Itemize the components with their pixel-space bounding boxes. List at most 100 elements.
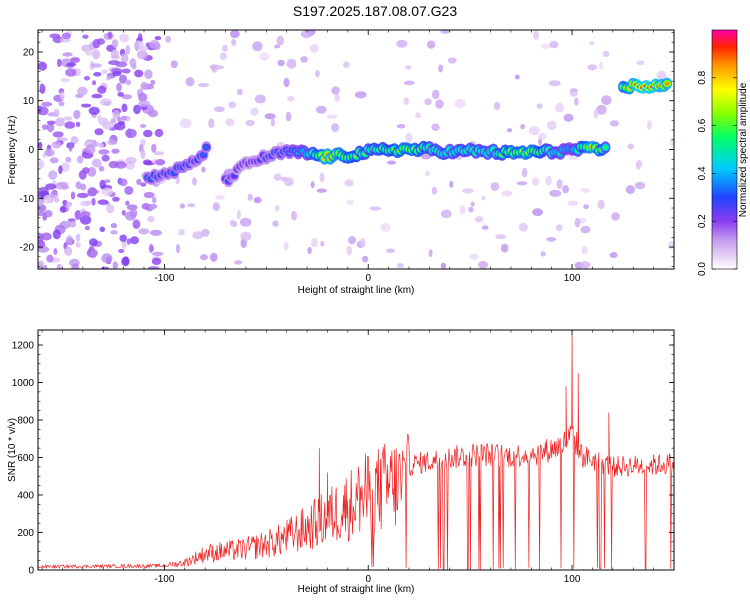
spectrogram-cell [214,194,226,200]
spectrogram-cell [574,217,581,228]
snr-series-line [38,330,674,570]
spectrogram-cell [147,205,158,210]
spectrogram-cell [98,149,110,155]
spectrogram-cell [396,39,408,48]
colorbar-ticks: 0.0 0.2 0.4 0.6 0.8 [697,70,737,276]
colorbar-tick-label: 0.0 [697,262,708,276]
spectrogram-cell [385,248,395,254]
x-tick-label: 100 [564,273,581,284]
x-tick-label: -100 [154,574,174,585]
spectrogram-cell [80,215,92,225]
snr-y-label: SNR (10 * v/v) [7,418,18,482]
spectrogram-cell [106,76,111,81]
spectrogram-cell [41,124,49,130]
spectrogram-cell [405,65,412,70]
y-tick-label: 200 [17,528,34,539]
spectrogram-cell [500,243,509,253]
spectrogram-cell [540,43,551,50]
spectrogram-cell [38,260,44,269]
spectrogram-cell [130,236,139,245]
snr-x-label: Height of straight line (km) [298,584,415,595]
spectrogram-cell [287,95,295,102]
spectrogram-cell [68,220,77,228]
spectrogram-cell [142,159,152,166]
spectrogram-cell [597,199,605,210]
spectrogram-cell [208,118,215,128]
spectrogram-cell [200,254,208,261]
spectrogram-cell [533,30,539,40]
spectrogram-cell [664,82,670,86]
spectrogram-cell [201,166,206,173]
spectrogram-cell [405,132,413,143]
spectrogram-cell [57,58,62,68]
spectrogram-cell [48,170,58,180]
spectrogram-cell [474,216,484,223]
spectrogram-cell [151,196,157,204]
spectrogram-cell [136,178,142,185]
spectrogram-cell [82,34,89,39]
spectrogram-x-ticks: -100 0 100 [41,30,675,284]
spectrogram-cell [187,76,193,87]
spectrogram-cell [192,231,204,240]
spectrogram-cell [346,245,353,256]
spectrogram-cell [53,196,60,203]
spectrogram-cell [60,78,70,83]
spectrogram-cell [141,203,151,210]
spectrogram-cell [225,118,235,127]
spectrogram-cell [138,100,151,107]
spectrogram-cell [121,115,127,121]
spectrogram-cell [91,93,103,99]
y-tick-label: 600 [17,453,34,464]
spectrogram-cell [211,64,218,73]
spectrogram-cell [310,181,315,189]
spectrogram-cell [41,101,53,107]
spectrogram-cell [574,97,579,106]
spectrogram-cell [569,88,578,93]
spectrogram-cell [283,241,289,251]
spectrogram-cell [528,126,540,136]
spectrogram-cell [461,188,474,194]
spectrogram-cell [121,94,133,100]
spectrogram-cell [348,236,357,245]
spectrogram-cell [77,155,84,164]
spectrogram-cell [66,235,73,245]
spectrogram-cell [563,113,574,122]
figure-title: S197.2025.187.08.07.G23 [293,3,457,19]
spectrogram-cell [609,252,618,258]
snr-frame [37,329,675,571]
spectrogram-cell [468,206,474,213]
y-tick-label: 0 [28,145,34,156]
spectrogram-cell [152,251,164,256]
spectrogram-cell [229,219,236,226]
spectrogram-cell [589,40,595,46]
spectrogram-cell [214,106,225,113]
spectrogram-cell [180,203,185,209]
spectrogram-cell [431,89,440,100]
spectrogram-cell [438,64,443,73]
spectrogram-cell [126,128,132,138]
spectrogram-cell [76,192,89,198]
spectrogram-cell [52,131,64,138]
spectrogram-cell [97,199,109,205]
x-tick-label: 100 [564,574,581,585]
spectrogram-cell [470,201,475,207]
spectrogram-cell [270,118,275,127]
spectrogram-cell [99,98,112,106]
spectrogram-cell [578,217,587,224]
spectrogram-cell [518,222,528,232]
spectrogram-cell [334,94,340,103]
spectrogram-cell [540,251,546,257]
spectrogram-cell [75,181,82,190]
colorbar-tick-label: 0.8 [697,70,708,84]
spectrogram-cell [274,44,281,49]
spectrogram-cell [234,260,242,265]
spectrogram-cell [506,128,513,133]
spectrogram-cell [90,63,102,68]
y-tick-label: 10 [23,96,35,107]
spectrogram-cell [138,92,148,103]
spectrogram-cell [93,72,102,77]
spectrogram-cell [440,209,452,219]
spectrogram-cell [122,256,130,266]
spectrogram-cell [60,162,70,172]
spectrogram-cell [549,40,559,49]
